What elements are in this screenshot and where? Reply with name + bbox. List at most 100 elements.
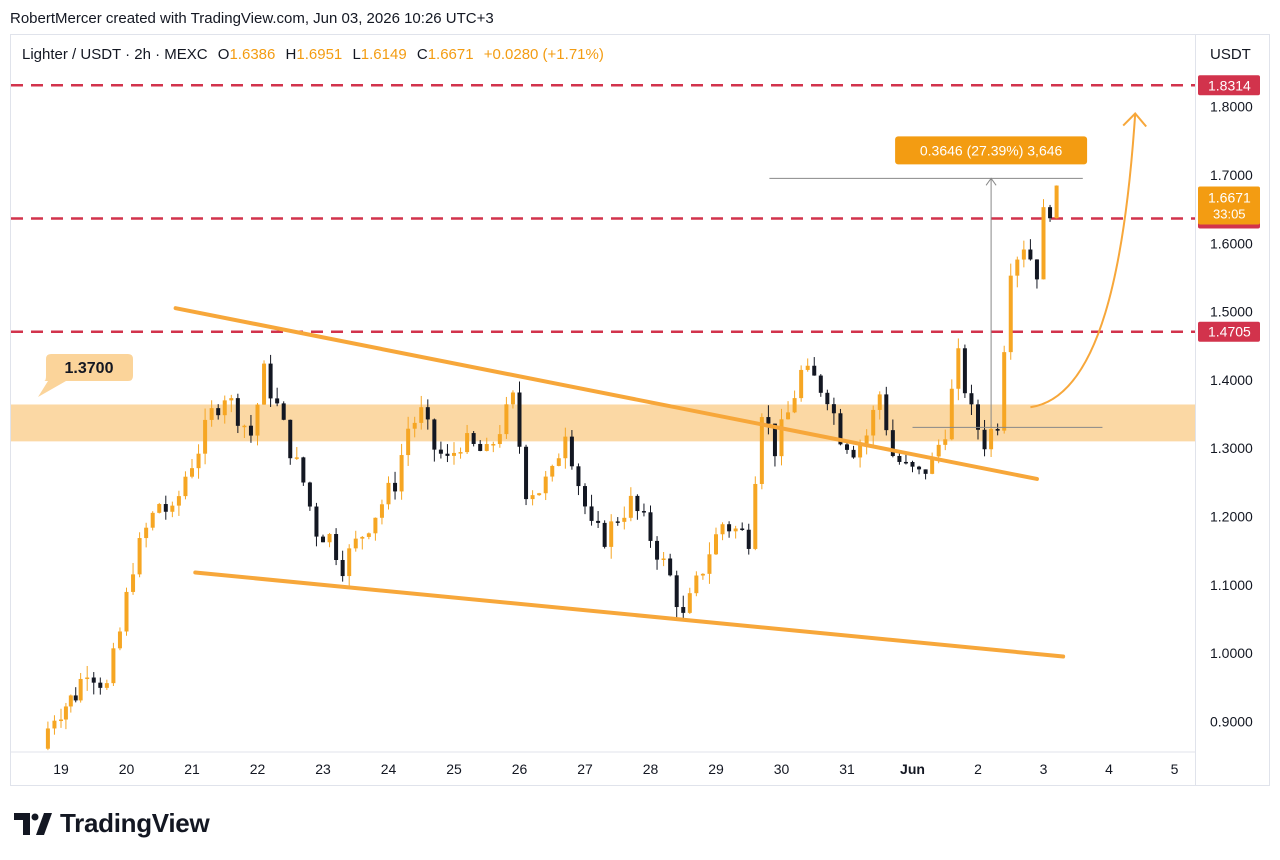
candle-body xyxy=(425,407,430,420)
time-tick-label: Jun xyxy=(900,761,925,777)
level-price-badge xyxy=(1198,75,1260,96)
candle-body xyxy=(576,466,581,487)
candle-body xyxy=(858,443,863,458)
candle-body xyxy=(1015,259,1020,276)
candle-body xyxy=(45,728,50,749)
projection-arrow[interactable] xyxy=(1030,113,1137,409)
candle-body xyxy=(117,631,122,649)
time-tick-label: 21 xyxy=(184,761,200,777)
tradingview-logo[interactable]: TradingView xyxy=(14,808,210,839)
close-value: 1.6671 xyxy=(427,46,474,63)
candle-body xyxy=(216,408,221,416)
measure-label: 0.3646 (27.39%) 3,646 xyxy=(920,142,1063,158)
upper-trendline[interactable] xyxy=(173,306,1039,481)
candle-body xyxy=(982,429,987,450)
price-axis[interactable] xyxy=(1196,34,1270,786)
candle-body xyxy=(687,593,692,613)
measure-arrow-icon xyxy=(985,177,997,186)
time-tick-label: 24 xyxy=(381,761,397,777)
candle-body xyxy=(766,417,771,424)
candle-body xyxy=(229,398,234,401)
candle-body xyxy=(936,444,941,457)
candle-body xyxy=(917,466,922,470)
zone-callout-label: 1.3700 xyxy=(65,360,114,377)
candle-body xyxy=(412,422,417,429)
candle-body xyxy=(628,495,633,518)
time-tick-label: 25 xyxy=(446,761,462,777)
candle-body xyxy=(648,512,653,541)
candle-body xyxy=(275,398,280,404)
time-tick-label: 3 xyxy=(1040,761,1048,777)
candle-body xyxy=(1002,352,1007,431)
candle-body xyxy=(353,538,358,549)
candle-body xyxy=(176,496,181,506)
chart-pane[interactable] xyxy=(10,34,1196,786)
candle-body xyxy=(340,559,345,577)
candle-body xyxy=(976,404,980,430)
level-price-badge xyxy=(1198,321,1260,342)
candle-body xyxy=(393,482,398,492)
candle-body xyxy=(851,449,856,458)
candle-body xyxy=(818,375,823,393)
price-tick-label: 1.3000 xyxy=(1210,440,1253,456)
candle-body xyxy=(478,443,483,451)
change-value: +0.0280 (+1.71%) xyxy=(483,46,604,63)
candle-body xyxy=(510,392,515,405)
candle-body xyxy=(877,394,882,410)
current-price-badge xyxy=(1198,186,1260,225)
candle-body xyxy=(740,528,745,531)
candle-body xyxy=(962,348,967,394)
candle-body xyxy=(700,573,705,576)
candle-body xyxy=(537,493,542,496)
candle-body xyxy=(432,419,437,450)
symbol-legend[interactable]: Lighter / USDT · 2h · MEXC O1.6386 H1.69… xyxy=(22,46,604,63)
candle-body xyxy=(255,404,260,436)
candle-body xyxy=(150,512,155,528)
candle-body xyxy=(458,452,463,454)
candle-body xyxy=(923,469,928,474)
candle-body xyxy=(465,433,470,453)
candle-body xyxy=(471,433,476,444)
price-tick-label: 1.7000 xyxy=(1210,167,1253,183)
candle-body xyxy=(517,392,522,447)
measure-label-box[interactable] xyxy=(895,136,1088,165)
price-tick-label: 1.5000 xyxy=(1210,304,1253,320)
currency-label[interactable]: USDT xyxy=(1210,46,1251,63)
zone-callout[interactable] xyxy=(38,354,133,397)
candle-body xyxy=(1034,259,1039,280)
candle-body xyxy=(288,419,293,459)
candle-body xyxy=(956,348,961,389)
candle-body xyxy=(720,524,725,535)
candle-body xyxy=(661,558,666,560)
candle-body xyxy=(327,534,332,543)
candle-body xyxy=(438,449,443,454)
candle-body xyxy=(1021,249,1026,260)
level-price-label: 1.8314 xyxy=(1208,77,1251,93)
lower-trendline[interactable] xyxy=(193,570,1066,659)
time-tick-label: 29 xyxy=(708,761,724,777)
candle-body xyxy=(85,677,90,680)
candle-body xyxy=(268,363,273,399)
candle-body xyxy=(52,720,57,729)
time-tick-label: 22 xyxy=(250,761,266,777)
symbol-title[interactable]: Lighter / USDT · 2h · MEXC xyxy=(22,46,208,63)
close-label: C xyxy=(416,46,428,63)
time-tick-label: 19 xyxy=(53,761,69,777)
candle-body xyxy=(524,446,529,500)
candle-body xyxy=(779,419,784,457)
price-tick-label: 1.1000 xyxy=(1210,577,1253,593)
candle-body xyxy=(183,476,188,497)
candle-body xyxy=(556,458,561,466)
candle-body xyxy=(786,412,791,420)
time-tick-label: 28 xyxy=(643,761,659,777)
candle-body xyxy=(583,486,587,507)
support-zone[interactable] xyxy=(11,404,1195,442)
candle-body xyxy=(504,404,509,435)
candle-body xyxy=(969,393,974,405)
candle-body xyxy=(799,369,804,399)
time-tick-label: 30 xyxy=(774,761,790,777)
candle-body xyxy=(602,522,607,547)
candle-body xyxy=(222,400,227,416)
candle-body xyxy=(98,682,103,688)
